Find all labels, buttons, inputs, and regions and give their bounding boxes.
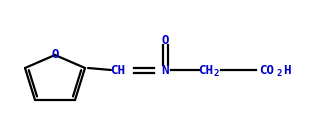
Text: CO: CO xyxy=(260,64,274,77)
Text: H: H xyxy=(283,64,291,77)
Text: CH: CH xyxy=(198,64,214,77)
Text: CH: CH xyxy=(111,64,125,77)
Text: 2: 2 xyxy=(213,69,219,78)
Text: N: N xyxy=(161,64,169,77)
Text: O: O xyxy=(161,34,169,47)
Text: O: O xyxy=(51,48,59,61)
Text: 2: 2 xyxy=(276,69,282,78)
